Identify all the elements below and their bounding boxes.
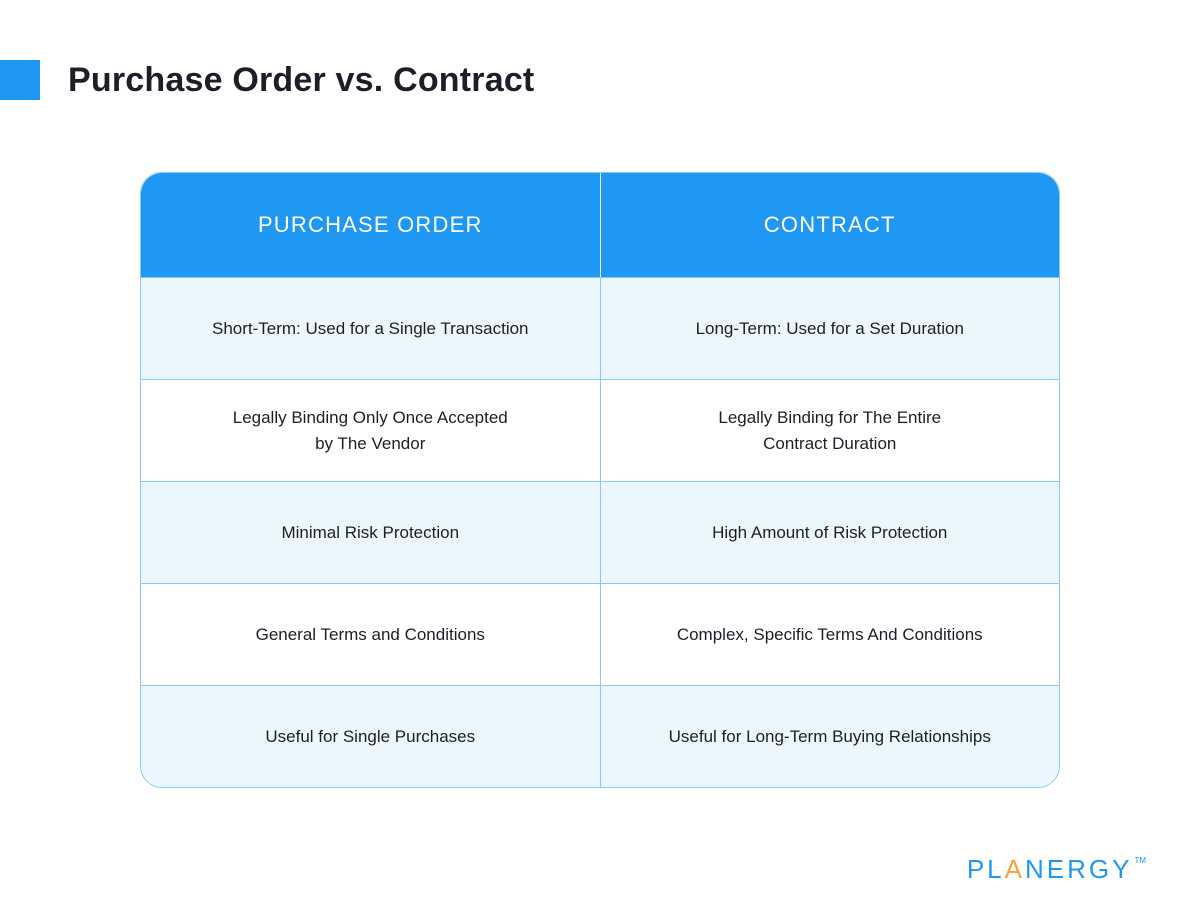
table-cell: Useful for Long-Term Buying Relationship… bbox=[601, 686, 1060, 787]
accent-bar-icon bbox=[0, 60, 40, 100]
table-row: Minimal Risk Protection High Amount of R… bbox=[141, 481, 1059, 583]
table-row: Legally Binding Only Once Accepted by Th… bbox=[141, 379, 1059, 481]
logo-trademark: TM bbox=[1134, 856, 1146, 865]
logo-text: PLANERGY bbox=[967, 854, 1133, 885]
table-cell: High Amount of Risk Protection bbox=[601, 482, 1060, 583]
comparison-table: PURCHASE ORDER CONTRACT Short-Term: Used… bbox=[140, 172, 1060, 788]
column-header-contract: CONTRACT bbox=[601, 173, 1060, 277]
table-cell: Long-Term: Used for a Set Duration bbox=[601, 278, 1060, 379]
table-cell: Minimal Risk Protection bbox=[141, 482, 601, 583]
table-row: General Terms and Conditions Complex, Sp… bbox=[141, 583, 1059, 685]
page-title: Purchase Order vs. Contract bbox=[68, 61, 534, 100]
table-row: Useful for Single Purchases Useful for L… bbox=[141, 685, 1059, 787]
table-cell: Useful for Single Purchases bbox=[141, 686, 601, 787]
table-cell: Short-Term: Used for a Single Transactio… bbox=[141, 278, 601, 379]
title-block: Purchase Order vs. Contract bbox=[0, 60, 534, 100]
table-cell: General Terms and Conditions bbox=[141, 584, 601, 685]
table-header-row: PURCHASE ORDER CONTRACT bbox=[141, 173, 1059, 277]
table-row: Short-Term: Used for a Single Transactio… bbox=[141, 277, 1059, 379]
brand-logo: PLANERGY TM bbox=[967, 854, 1146, 885]
logo-segment-pre: PL bbox=[967, 854, 1005, 884]
column-header-purchase-order: PURCHASE ORDER bbox=[141, 173, 601, 277]
logo-segment-post: NERGY bbox=[1025, 854, 1132, 884]
table-cell: Complex, Specific Terms And Conditions bbox=[601, 584, 1060, 685]
table-cell: Legally Binding Only Once Accepted by Th… bbox=[141, 380, 601, 481]
table-cell: Legally Binding for The Entire Contract … bbox=[601, 380, 1060, 481]
logo-segment-accent: A bbox=[1005, 854, 1025, 884]
